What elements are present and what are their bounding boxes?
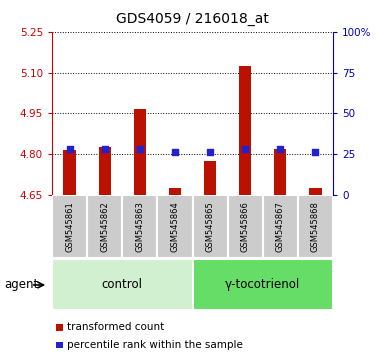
- Bar: [134, 109, 146, 195]
- Bar: [309, 188, 321, 195]
- Text: GSM545861: GSM545861: [65, 201, 74, 252]
- Text: GSM545868: GSM545868: [311, 201, 320, 252]
- Bar: [169, 188, 181, 195]
- Bar: [204, 161, 216, 195]
- Bar: [64, 150, 76, 195]
- FancyBboxPatch shape: [263, 195, 298, 258]
- Text: γ-tocotrienol: γ-tocotrienol: [225, 279, 300, 291]
- Point: [312, 149, 318, 155]
- Point: [277, 146, 283, 152]
- Point: [242, 146, 248, 152]
- Point: [207, 149, 213, 155]
- FancyBboxPatch shape: [192, 259, 333, 310]
- Point: [172, 149, 178, 155]
- Text: GSM545864: GSM545864: [171, 201, 179, 252]
- Text: percentile rank within the sample: percentile rank within the sample: [67, 340, 243, 350]
- FancyBboxPatch shape: [228, 195, 263, 258]
- Text: GSM545863: GSM545863: [135, 201, 144, 252]
- FancyBboxPatch shape: [122, 195, 157, 258]
- Bar: [56, 324, 63, 331]
- Text: transformed count: transformed count: [67, 322, 164, 332]
- Bar: [56, 342, 63, 348]
- FancyBboxPatch shape: [52, 195, 87, 258]
- Text: GSM545865: GSM545865: [206, 201, 214, 252]
- Point: [137, 146, 143, 152]
- Text: GSM545866: GSM545866: [241, 201, 250, 252]
- Text: GSM545867: GSM545867: [276, 201, 285, 252]
- Bar: [274, 149, 286, 195]
- Text: control: control: [102, 279, 143, 291]
- Bar: [239, 66, 251, 195]
- Point: [102, 146, 108, 152]
- Bar: [99, 147, 111, 195]
- FancyBboxPatch shape: [298, 195, 333, 258]
- FancyBboxPatch shape: [52, 259, 192, 310]
- Text: GSM545862: GSM545862: [100, 201, 109, 252]
- FancyBboxPatch shape: [157, 195, 192, 258]
- FancyBboxPatch shape: [192, 195, 228, 258]
- Point: [67, 146, 73, 152]
- Text: GDS4059 / 216018_at: GDS4059 / 216018_at: [116, 12, 269, 27]
- FancyBboxPatch shape: [87, 195, 122, 258]
- Text: agent: agent: [4, 279, 38, 291]
